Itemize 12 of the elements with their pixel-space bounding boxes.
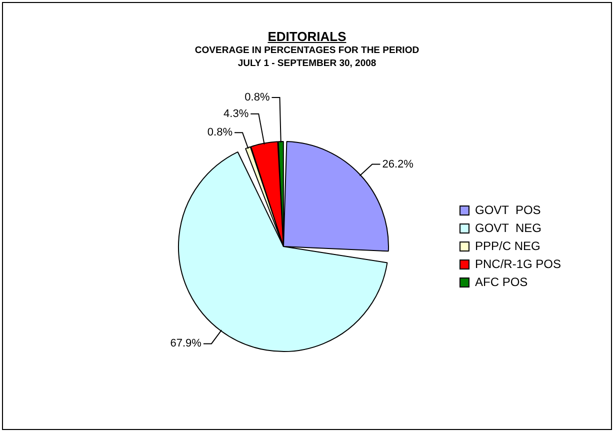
chart-subtitle: COVERAGE IN PERCENTAGES FOR THE PERIOD JULY 1 - SEPTEMBER 30, 2008 <box>194 44 420 70</box>
legend-label: PNC/R-1G POS <box>474 256 561 271</box>
legend-label: PPP/C NEG <box>474 238 540 253</box>
data-label: 26.2% <box>382 158 414 170</box>
data-label: 0.8% <box>244 92 270 104</box>
data-label: 67.9% <box>170 338 202 350</box>
data-label: 4.3% <box>224 108 249 120</box>
data-label: 0.8% <box>207 126 233 139</box>
legend-label: AFC POS <box>474 274 528 289</box>
legend-label: GOVT NEG <box>474 220 542 235</box>
legend-label: GOVT POS <box>474 202 541 217</box>
chart-title: EDITORIALS <box>266 29 348 44</box>
